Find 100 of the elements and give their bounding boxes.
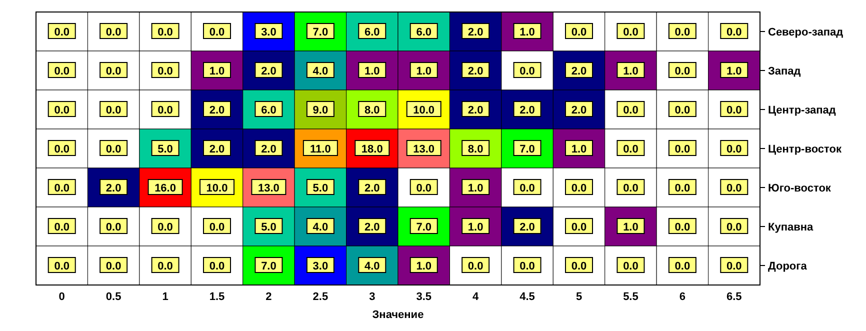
data-label: 3.0 bbox=[312, 260, 328, 272]
data-label: 10.0 bbox=[413, 104, 435, 116]
data-label: 11.0 bbox=[310, 144, 331, 156]
y-tick-label: Запад bbox=[768, 66, 801, 78]
data-label: 5.0 bbox=[261, 222, 276, 234]
data-label: 4.0 bbox=[364, 260, 380, 272]
data-label: 7.0 bbox=[520, 144, 535, 156]
data-label: 3.0 bbox=[261, 26, 276, 38]
x-axis-title: Значение bbox=[372, 309, 424, 321]
data-label: 0.0 bbox=[623, 26, 638, 38]
data-label: 1.0 bbox=[416, 260, 432, 272]
data-label: 18.0 bbox=[361, 144, 383, 156]
data-label: 2.0 bbox=[571, 104, 587, 116]
data-label: 0.0 bbox=[571, 260, 587, 272]
data-label: 6.0 bbox=[261, 104, 276, 116]
data-label: 2.0 bbox=[520, 104, 535, 116]
data-label: 0.0 bbox=[106, 66, 122, 78]
x-tick-label: 1.5 bbox=[209, 291, 225, 303]
data-label: 1.0 bbox=[468, 182, 484, 194]
data-label: 0.0 bbox=[54, 182, 70, 194]
data-label: 2.0 bbox=[261, 144, 276, 156]
y-tick-label: Дорога bbox=[768, 260, 808, 272]
data-label: 1.0 bbox=[468, 222, 484, 234]
x-tick-label: 0 bbox=[58, 291, 65, 303]
data-label: 0.0 bbox=[106, 104, 122, 116]
data-label: 0.0 bbox=[209, 260, 225, 272]
data-label: 1.0 bbox=[364, 66, 380, 78]
data-label: 0.0 bbox=[726, 104, 742, 116]
data-label: 7.0 bbox=[416, 222, 432, 234]
data-label: 0.0 bbox=[623, 260, 638, 272]
data-label: 2.0 bbox=[209, 144, 225, 156]
data-label: 0.0 bbox=[209, 26, 225, 38]
data-label: 2.0 bbox=[364, 222, 380, 234]
data-label: 0.0 bbox=[674, 222, 690, 234]
data-label: 0.0 bbox=[674, 182, 690, 194]
data-label: 1.0 bbox=[726, 66, 742, 78]
data-label: 5.0 bbox=[312, 182, 328, 194]
data-label: 1.0 bbox=[209, 66, 225, 78]
x-tick-label: 6 bbox=[679, 291, 686, 303]
data-label: 1.0 bbox=[520, 26, 535, 38]
data-label: 16.0 bbox=[154, 182, 176, 194]
x-tick-label: 2 bbox=[266, 291, 272, 303]
x-tick-label: 2.5 bbox=[312, 291, 328, 303]
data-label: 2.0 bbox=[468, 26, 484, 38]
data-label: 2.0 bbox=[364, 182, 380, 194]
data-label: 1.0 bbox=[571, 144, 587, 156]
x-tick-label: 3 bbox=[369, 291, 376, 303]
data-label: 13.0 bbox=[413, 144, 435, 156]
x-tick-label: 5 bbox=[576, 291, 582, 303]
x-tick-label: 6.5 bbox=[726, 291, 742, 303]
data-label: 0.0 bbox=[623, 144, 638, 156]
data-label: 7.0 bbox=[261, 260, 276, 272]
data-label: 0.0 bbox=[623, 182, 638, 194]
data-label: 0.0 bbox=[54, 26, 70, 38]
data-label: 0.0 bbox=[674, 104, 690, 116]
data-label: 2.0 bbox=[261, 66, 276, 78]
data-label: 0.0 bbox=[54, 144, 70, 156]
data-label: 0.0 bbox=[106, 26, 122, 38]
data-label: 7.0 bbox=[312, 26, 328, 38]
data-label: 0.0 bbox=[571, 26, 587, 38]
data-label: 0.0 bbox=[726, 222, 742, 234]
data-label: 0.0 bbox=[674, 66, 690, 78]
data-label: 2.0 bbox=[468, 104, 484, 116]
y-tick-label: Северо-запад bbox=[768, 26, 844, 38]
data-label: 0.0 bbox=[54, 66, 70, 78]
data-label: 0.0 bbox=[674, 26, 690, 38]
data-label: 0.0 bbox=[468, 260, 484, 272]
x-tick-label: 4.5 bbox=[520, 291, 535, 303]
data-label: 0.0 bbox=[106, 222, 122, 234]
x-tick-label: 4 bbox=[472, 291, 480, 303]
data-label: 0.0 bbox=[54, 260, 70, 272]
data-label: 0.0 bbox=[416, 182, 432, 194]
data-label: 0.0 bbox=[54, 222, 70, 234]
data-label: 2.0 bbox=[571, 66, 587, 78]
data-label: 2.0 bbox=[520, 222, 535, 234]
data-label: 8.0 bbox=[364, 104, 380, 116]
data-label: 2.0 bbox=[106, 182, 122, 194]
data-label: 2.0 bbox=[468, 66, 484, 78]
data-label: 0.0 bbox=[209, 222, 225, 234]
data-label: 13.0 bbox=[258, 182, 280, 194]
y-tick-label: Купавна bbox=[768, 222, 814, 234]
data-label: 0.0 bbox=[726, 26, 742, 38]
data-label: 0.0 bbox=[54, 104, 70, 116]
x-tick-label: 1 bbox=[162, 291, 168, 303]
data-label: 0.0 bbox=[106, 144, 122, 156]
data-label: 0.0 bbox=[571, 182, 587, 194]
x-tick-label: 3.5 bbox=[416, 291, 432, 303]
y-tick-label: Центр-восток bbox=[768, 144, 842, 156]
data-label: 0.0 bbox=[623, 104, 638, 116]
data-label: 0.0 bbox=[158, 104, 173, 116]
data-label: 0.0 bbox=[726, 144, 742, 156]
data-label: 6.0 bbox=[416, 26, 432, 38]
data-label: 0.0 bbox=[158, 260, 173, 272]
data-label: 0.0 bbox=[520, 182, 535, 194]
data-label: 0.0 bbox=[726, 182, 742, 194]
data-label: 0.0 bbox=[674, 260, 690, 272]
data-label: 5.0 bbox=[158, 144, 173, 156]
data-label: 4.0 bbox=[312, 66, 328, 78]
y-tick-label: Центр-запад bbox=[768, 104, 836, 116]
data-label: 0.0 bbox=[726, 260, 742, 272]
